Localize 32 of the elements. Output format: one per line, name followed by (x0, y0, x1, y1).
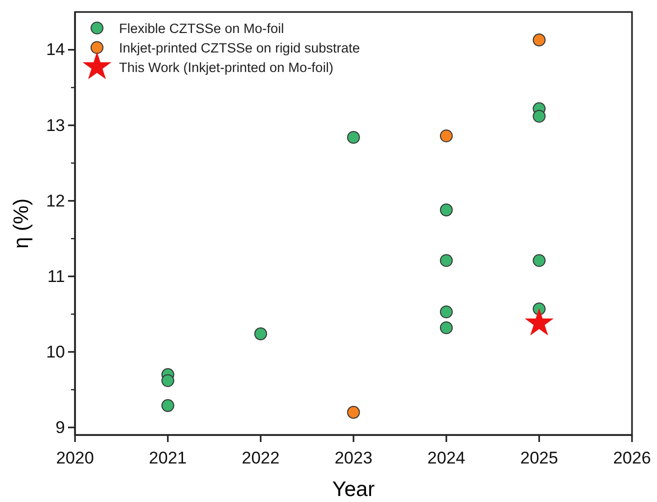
x-tick-label: 2024 (427, 448, 466, 468)
point (440, 321, 453, 334)
point (532, 254, 546, 267)
x-axis-title: Year (332, 478, 375, 501)
y-tick-label: 11 (47, 266, 65, 286)
legend-label: This Work (Inkjet-printed on Mo-foil) (119, 60, 334, 75)
point (524, 308, 554, 336)
point (440, 305, 453, 318)
point (440, 129, 453, 142)
y-axis-title: η (%) (10, 198, 33, 249)
x-tick-label: 2021 (148, 448, 187, 468)
point (532, 34, 546, 46)
legend-label: Flexible CZTSSe on Mo-foil (119, 21, 284, 36)
y-tick-label: 14 (46, 40, 65, 60)
y-tick-label: 9 (56, 418, 65, 437)
y-tick-label: 13 (46, 116, 65, 135)
point (440, 254, 453, 267)
point (532, 110, 546, 123)
x-tick-label: 2023 (334, 448, 372, 468)
x-tick-label: 2026 (613, 448, 651, 468)
point (161, 374, 174, 388)
point (347, 406, 360, 419)
point (347, 130, 360, 144)
y-tick-label: 12 (46, 191, 65, 210)
y-tick-label: 10 (46, 342, 65, 362)
point (440, 204, 453, 216)
legend-label: Inkjet-printed CZTSSe on rigid substrate (119, 40, 360, 56)
x-tick-label: 2025 (520, 448, 558, 468)
point (161, 399, 174, 412)
point (254, 327, 268, 340)
x-tick-label: 2022 (242, 448, 280, 468)
x-tick-label: 2020 (56, 448, 94, 468)
